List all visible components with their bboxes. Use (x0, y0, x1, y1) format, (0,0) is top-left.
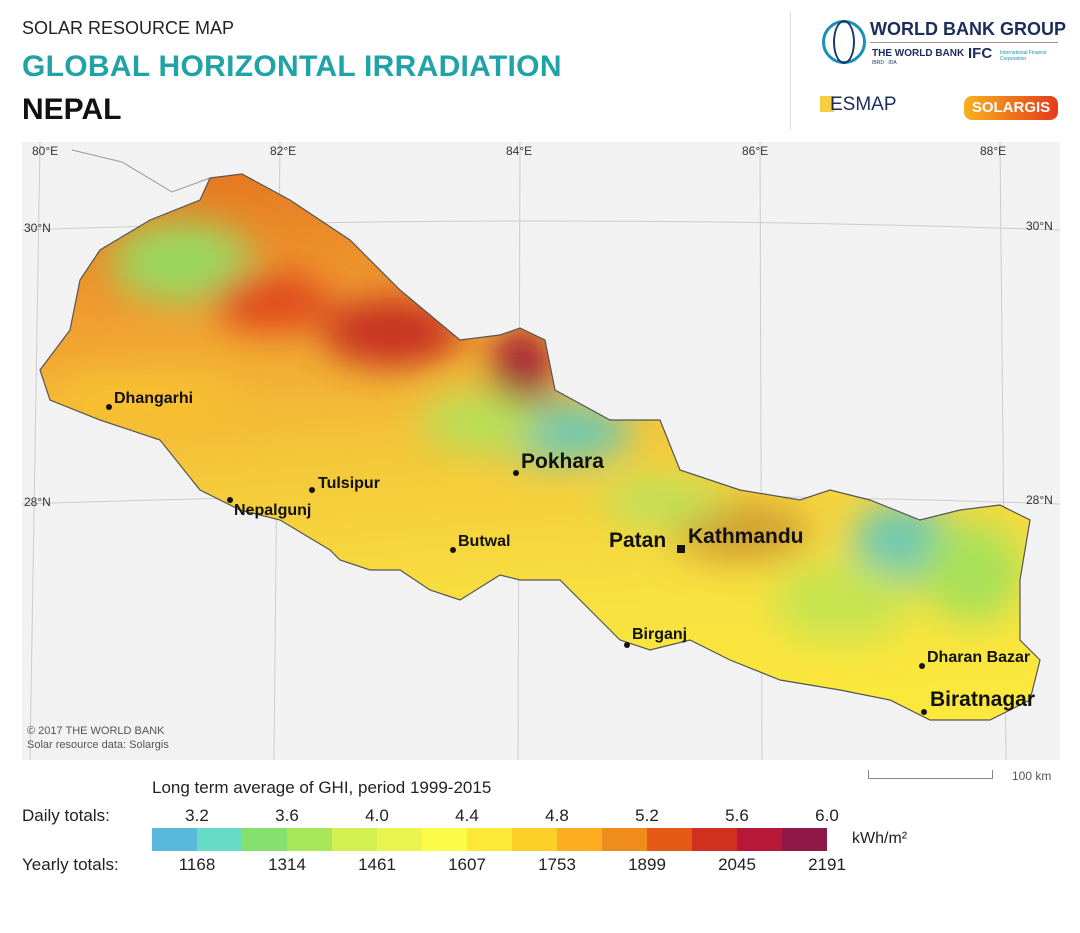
yearly-label: Yearly totals: (22, 855, 119, 874)
city-label: Patan (609, 529, 667, 552)
city-dot (624, 642, 630, 648)
city-label: Nepalgunj (234, 502, 312, 519)
twb-sub: IBRD · IDA (872, 60, 897, 66)
credit: © 2017 THE WORLD BANK Solar resource dat… (27, 724, 169, 752)
city-dot (450, 547, 456, 553)
daily-value: 5.6 (725, 806, 749, 825)
lat-label: 30°N (24, 221, 51, 235)
data-source: Solar resource data: Solargis (27, 739, 169, 751)
wbg-logo-text: WORLD BANK GROUP (870, 19, 1066, 39)
yearly-value: 1607 (448, 855, 486, 874)
logo-rule (870, 42, 1058, 43)
color-swatch (242, 828, 287, 851)
color-swatch (647, 828, 692, 851)
yearly-value: 1899 (628, 855, 666, 874)
copyright: © 2017 THE WORLD BANK (27, 725, 165, 737)
ifc-logo-text: IFC (968, 45, 993, 62)
city-dot (921, 709, 927, 715)
color-swatch (152, 828, 197, 851)
daily-value: 3.6 (275, 806, 299, 825)
city-dot (227, 497, 233, 503)
color-swatch (782, 828, 827, 851)
color-swatch (332, 828, 377, 851)
daily-value: 4.8 (545, 806, 569, 825)
city-label: Butwal (458, 533, 511, 550)
color-swatch (287, 828, 332, 851)
yearly-value: 2191 (808, 855, 846, 874)
lon-label: 82°E (270, 144, 297, 158)
yearly-value: 1753 (538, 855, 576, 874)
daily-value: 4.0 (365, 806, 389, 825)
city-label: Biratnagar (930, 688, 1036, 711)
color-swatch (422, 828, 467, 851)
city-dot (106, 404, 112, 410)
city-dot (513, 470, 519, 476)
daily-value: 5.2 (635, 806, 659, 825)
city-dot (919, 663, 925, 669)
lon-label: 88°E (980, 144, 1007, 158)
lon-label: 80°E (32, 144, 59, 158)
scale-bar (868, 770, 993, 779)
yearly-value: 1168 (178, 855, 216, 874)
solargis-logo: SOLARGIS (964, 96, 1058, 120)
daily-value: 3.2 (185, 806, 209, 825)
capital-marker-icon (677, 545, 685, 553)
lon-label: 84°E (506, 144, 533, 158)
color-swatch (197, 828, 242, 851)
daily-value: 6.0 (815, 806, 839, 825)
daily-label: Daily totals: (22, 806, 110, 825)
color-swatch (692, 828, 737, 851)
city-label: Pokhara (521, 450, 604, 473)
lon-label: 86°E (742, 144, 769, 158)
scale-label: 100 km (1012, 769, 1052, 783)
city-label: Tulsipur (318, 475, 380, 492)
city-label: Dhangarhi (114, 390, 194, 407)
map-canvas[interactable]: 80°E 82°E 84°E 86°E 88°E 30°N 30°N 28°N … (21, 141, 1061, 761)
lat-label: 30°N (1026, 219, 1053, 233)
city-label: Kathmandu (688, 525, 804, 548)
color-scale (152, 828, 827, 851)
yearly-value: 1461 (358, 855, 396, 874)
color-swatch (377, 828, 422, 851)
color-swatch (602, 828, 647, 851)
ifc-sub: International Finance Corporation (1000, 50, 1047, 62)
legend-title: Long term average of GHI, period 1999-20… (152, 778, 492, 797)
supertitle: SOLAR RESOURCE MAP (22, 18, 235, 38)
unit-label: kWh/m² (852, 830, 908, 847)
color-swatch (467, 828, 512, 851)
color-swatch (737, 828, 782, 851)
nepal-ghi-map (21, 141, 1061, 761)
map-title: GLOBAL HORIZONTAL IRRADIATION (22, 50, 562, 83)
color-swatch (512, 828, 557, 851)
lat-label: 28°N (24, 495, 51, 509)
esmap-mark-icon (820, 96, 834, 112)
yearly-value: 1314 (268, 855, 306, 874)
twb-logo-text: THE WORLD BANK (872, 48, 965, 59)
divider (790, 12, 791, 130)
esmap-logo-text: ESMAP (830, 94, 897, 115)
lat-label: 28°N (1026, 493, 1053, 507)
country-name: NEPAL (22, 93, 122, 126)
city-label: Dharan Bazar (927, 649, 1031, 666)
daily-value: 4.4 (455, 806, 479, 825)
city-dot (309, 487, 315, 493)
world-bank-globe-icon (822, 20, 866, 64)
color-swatch (557, 828, 602, 851)
city-label: Birganj (632, 626, 688, 643)
yearly-value: 2045 (718, 855, 756, 874)
